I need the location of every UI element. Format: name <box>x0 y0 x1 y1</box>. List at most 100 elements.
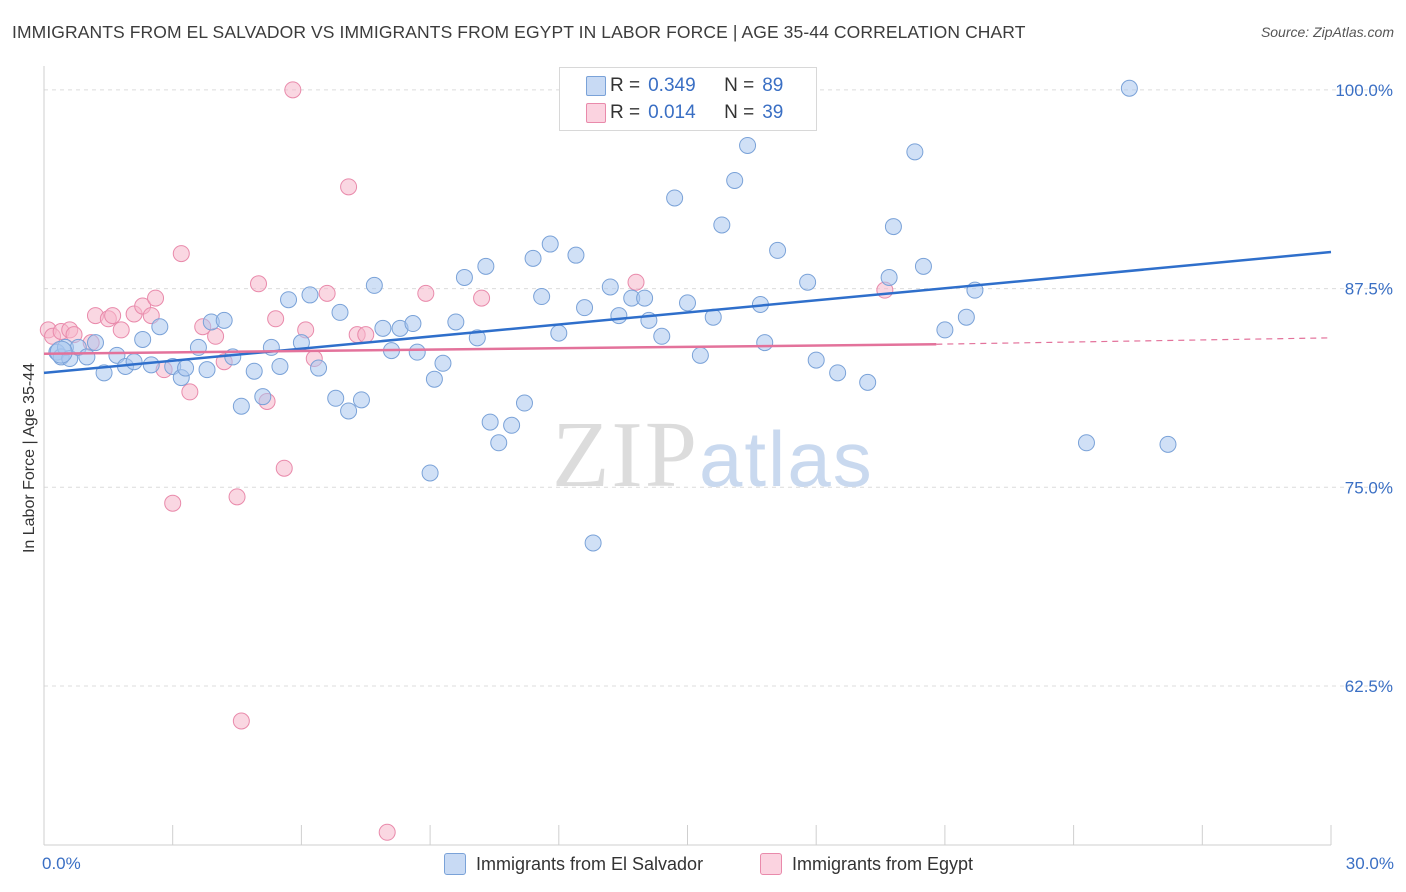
legend-r-label: R = <box>610 75 641 96</box>
el-salvador-point <box>310 359 328 377</box>
legend-swatch-blue <box>586 76 606 96</box>
el-salvador-point <box>524 249 542 267</box>
egypt-point <box>164 494 182 512</box>
el-salvador-point <box>884 218 902 236</box>
y-tick-label: 62.5% <box>1345 677 1393 696</box>
el-salvador-point <box>477 257 495 275</box>
el-salvador-point <box>151 318 169 336</box>
source-label: Source: ZipAtlas.com <box>1260 24 1394 40</box>
el-salvador-point <box>880 268 898 286</box>
el-salvador-point <box>245 362 263 380</box>
egypt-point <box>232 712 250 730</box>
el-salvador-point <box>1077 434 1095 452</box>
egypt-point <box>267 310 285 328</box>
legend-row-egypt: R = 0.014 N = 39 <box>586 100 783 126</box>
egypt-point <box>284 81 302 99</box>
egypt-point <box>357 326 375 344</box>
y-tick-label: 75.0% <box>1345 478 1393 497</box>
el-salvador-point <box>515 394 533 412</box>
el-salvador-point <box>713 216 731 234</box>
el-salvador-trend-line <box>43 250 1332 375</box>
legend-item-egypt: Immigrants from Egypt <box>760 852 973 876</box>
egypt-trend-extension <box>936 337 1332 345</box>
el-salvador-point <box>799 273 817 291</box>
el-salvador-point <box>769 241 787 259</box>
egypt-point <box>228 488 246 506</box>
el-salvador-point <box>1159 435 1177 453</box>
el-salvador-point <box>936 321 954 339</box>
legend-n-label: N = <box>724 102 755 123</box>
el-salvador-point <box>468 329 486 347</box>
legend-label-egypt: Immigrants from Egypt <box>792 853 974 874</box>
el-salvador-point <box>271 357 289 375</box>
x-tick-label: 30.0% <box>1346 854 1394 873</box>
el-salvador-point <box>584 534 602 552</box>
el-salvador-point <box>829 364 847 382</box>
x-tick-label: 0.0% <box>42 854 81 873</box>
el-salvador-point <box>421 464 439 482</box>
el-salvador-point <box>86 334 104 352</box>
el-salvador-point <box>254 388 272 406</box>
egypt-point <box>207 327 225 345</box>
el-salvador-point <box>541 235 559 253</box>
el-salvador-point <box>374 319 392 337</box>
el-salvador-point <box>340 402 358 420</box>
el-salvador-point <box>404 315 422 333</box>
el-salvador-point <box>365 276 383 294</box>
el-salvador-point <box>232 397 250 415</box>
el-salvador-point <box>610 307 628 325</box>
el-salvador-point <box>636 289 654 307</box>
el-salvador-point <box>756 334 774 352</box>
el-salvador-point <box>906 143 924 161</box>
el-salvador-point <box>533 288 551 306</box>
el-salvador-point <box>576 299 594 317</box>
legend-item-el-salvador: Immigrants from El Salvador <box>444 852 703 876</box>
legend-label-el-salvador: Immigrants from El Salvador <box>476 853 704 874</box>
el-salvador-point <box>142 356 160 374</box>
el-salvador-point <box>859 373 877 391</box>
el-salvador-point <box>914 257 932 275</box>
legend-n-label: N = <box>724 75 755 96</box>
el-salvador-point <box>567 246 585 264</box>
y-tick-label: 87.5% <box>1345 280 1393 299</box>
correlation-legend: R = 0.349 N = 89 R = 0.014 N = 39 <box>559 67 817 131</box>
el-salvador-point <box>550 324 568 342</box>
el-salvador-point <box>739 136 757 154</box>
egypt-point <box>275 459 293 477</box>
el-salvador-point <box>726 171 744 189</box>
el-salvador-point <box>352 391 370 409</box>
egypt-point <box>250 275 267 293</box>
legend-r-label: R = <box>610 102 641 123</box>
el-salvador-point <box>601 278 619 296</box>
el-salvador-point <box>666 189 684 207</box>
egypt-point <box>627 273 645 291</box>
legend-r-value: 0.349 <box>648 75 696 96</box>
el-salvador-point <box>327 389 345 407</box>
el-salvador-point <box>215 311 233 329</box>
egypt-point <box>473 289 491 307</box>
el-salvador-point <box>280 291 298 309</box>
egypt-point <box>181 383 199 401</box>
egypt-point <box>112 321 130 339</box>
legend-swatch-pink <box>760 853 782 875</box>
egypt-point <box>417 284 435 302</box>
egypt-point <box>340 178 358 196</box>
egypt-point <box>172 245 190 263</box>
el-salvador-point <box>807 351 825 369</box>
el-salvador-point <box>78 348 96 366</box>
egypt-point <box>378 823 396 841</box>
el-salvador-point <box>679 294 696 312</box>
el-salvador-point <box>653 327 671 345</box>
chart-title: IMMIGRANTS FROM EL SALVADOR VS IMMIGRANT… <box>12 22 1026 42</box>
y-tick-label: 100.0% <box>1335 81 1393 100</box>
el-salvador-point <box>134 330 152 348</box>
el-salvador-point <box>490 434 508 452</box>
el-salvador-point <box>49 340 73 364</box>
el-salvador-point <box>198 361 216 379</box>
el-salvador-point <box>177 359 195 377</box>
egypt-point <box>147 289 165 307</box>
egypt-point <box>318 284 336 302</box>
el-salvador-point <box>425 370 443 388</box>
el-salvador-point <box>434 354 452 372</box>
